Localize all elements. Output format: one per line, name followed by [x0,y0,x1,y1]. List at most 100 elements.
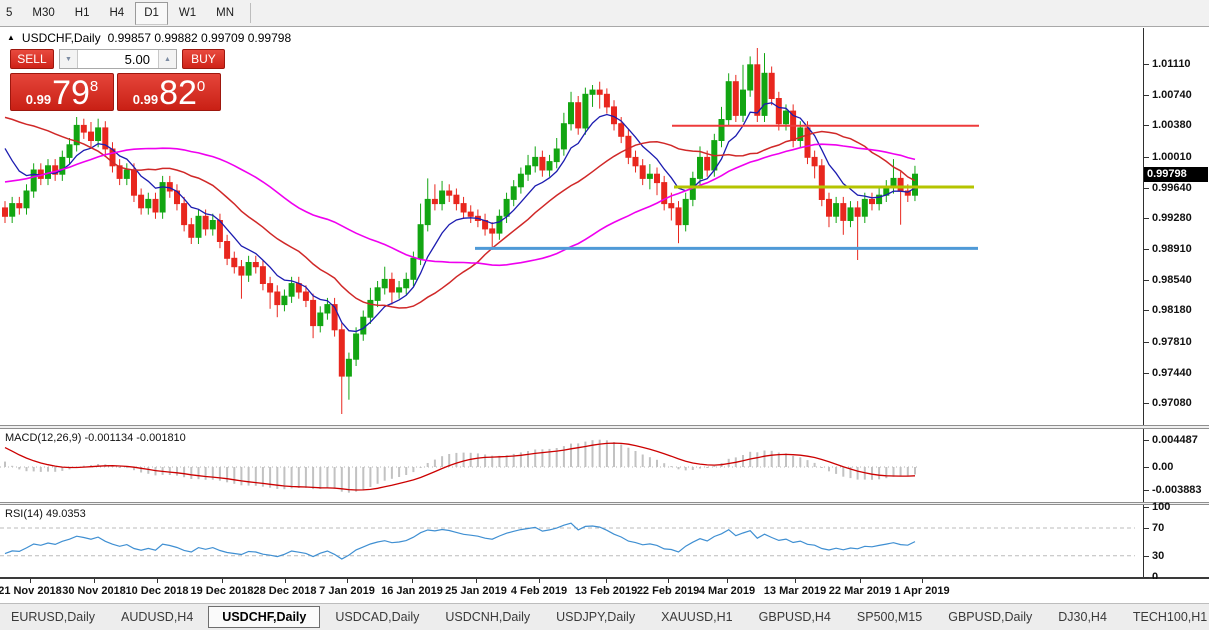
macd-histogram-bar [247,467,250,486]
chart-tab-sp500[interactable]: SP500,M15 [856,610,923,624]
macd-histogram-bar [842,467,845,477]
macd-histogram-bar [11,465,14,467]
volume-increase-icon[interactable]: ▲ [157,50,176,68]
ma-line-45 [4,143,916,267]
candle-body [245,262,252,276]
candle-body [740,89,746,116]
chart-tab-usdcnh[interactable]: USDCNH,Daily [445,610,531,624]
candle-body [854,207,861,217]
volume-decrease-icon[interactable]: ▼ [59,50,78,68]
macd-histogram-bar [297,467,300,488]
candle-body [396,287,403,293]
sell-button[interactable]: SELL [10,49,54,69]
date-axis-tick [795,579,796,583]
volume-input[interactable]: 5.00 [77,50,158,68]
macd-histogram-bar [914,467,916,475]
buy-price-sup: 0 [196,78,206,95]
tf-button-5[interactable]: 5 [6,6,13,19]
candle-body [840,203,847,221]
chart-tab-usdcad[interactable]: USDCAD,Daily [335,610,420,624]
macd-histogram-bar [713,465,716,467]
candle-body [159,182,166,213]
candle-body [431,198,438,205]
sell-price-box[interactable]: 0.99 79 8 [10,73,114,111]
tf-button-m30[interactable]: M30 [32,6,55,19]
macd-histogram-bar [125,467,128,469]
chart-tab-xauusd[interactable]: XAUUSD,H1 [661,610,733,624]
candle-body [797,127,804,142]
macd-plot[interactable] [0,429,1143,502]
chart-tab-gbpusd[interactable]: GBPUSD,H4 [758,610,831,624]
macd-histogram-bar [333,467,336,489]
chart-tab-dj30[interactable]: DJ30,H4 [1058,610,1107,624]
macd-axis-tick [1144,467,1149,468]
chart-tab-usdjpy[interactable]: USDJPY,Daily [556,610,636,624]
macd-histogram-bar [648,457,651,467]
chart-tab-audusd[interactable]: AUDUSD,H4 [121,610,194,624]
tf-button-h1[interactable]: H1 [74,6,90,19]
candle-body [503,198,510,217]
candle-body [131,169,137,196]
macd-histogram-bar [570,443,572,467]
tf-button-w1[interactable]: W1 [178,6,197,19]
buy-button[interactable]: BUY [181,49,225,69]
candle-body [23,190,30,209]
candle-body [553,148,560,163]
chart-tab-usdchf[interactable]: USDCHF,Daily [208,606,321,628]
price-axis-tick [1144,64,1149,65]
rsi-line [4,522,916,560]
macd-histogram-bar [61,467,64,471]
macd-histogram-bar [390,467,393,479]
candle-body [460,203,467,213]
candle-body [453,194,460,205]
panel-separator[interactable] [0,502,1209,505]
macd-histogram-bar [326,467,329,489]
buy-price-box[interactable]: 0.99 82 0 [117,73,221,111]
candle-body [195,215,202,238]
tf-button-mn[interactable]: MN [216,6,235,19]
chart-tab-gbpusd[interactable]: GBPUSD,Daily [948,610,1033,624]
macd-histogram-bar [340,467,343,492]
macd-histogram-bar [820,467,823,468]
candle-body [725,81,732,121]
price-axis-tick [1144,372,1149,374]
candle-body [804,127,811,158]
price-axis-tick [1144,217,1149,219]
candle-body [697,156,703,179]
date-axis-tick [476,579,477,583]
macd-histogram-bar [383,467,386,481]
tf-button-h4[interactable]: H4 [109,6,125,19]
tf-button-d1[interactable]: D1 [135,1,168,25]
macd-histogram-bar [204,467,207,480]
chart-tab-eurusd[interactable]: EURUSD,Daily [11,610,96,624]
macd-histogram-bar [663,463,666,467]
candle-body [869,198,875,205]
macd-histogram-bar [591,440,594,467]
panel-separator[interactable] [0,425,1209,429]
candle-body [424,198,431,226]
candle-body [560,123,567,150]
candle-body [345,358,352,377]
price-axis-strip[interactable] [1144,28,1209,579]
candle-body [510,186,517,200]
sell-price-sup: 8 [89,78,99,95]
candle-body [2,207,8,217]
rsi-tick-label: 30 [1152,549,1165,562]
candle-body [897,177,904,192]
volume-spinner: ▼ 5.00 ▲ [58,49,177,69]
macd-histogram-bar [4,461,6,467]
macd-histogram-bar [312,467,315,490]
candle-body [603,93,610,108]
macd-histogram-bar [541,449,544,467]
macd-histogram-bar [261,467,264,487]
main-price-plot[interactable] [0,28,1143,425]
chart-symbol-label: USDCHF,Daily [21,31,101,45]
macd-histogram-bar [462,452,465,467]
rsi-plot[interactable] [0,505,1143,577]
symbol-marker-icon: ▲ [7,32,15,42]
macd-histogram-bar [426,463,429,467]
date-label: 22 Mar 2019 [828,585,892,597]
date-axis[interactable]: 21 Nov 2018 30 Nov 2018 10 Dec 2018 19 Dec … [0,579,1209,605]
chart-tab-tech100[interactable]: TECH100,H1 [1132,610,1208,624]
macd-histogram-bar [656,459,658,467]
